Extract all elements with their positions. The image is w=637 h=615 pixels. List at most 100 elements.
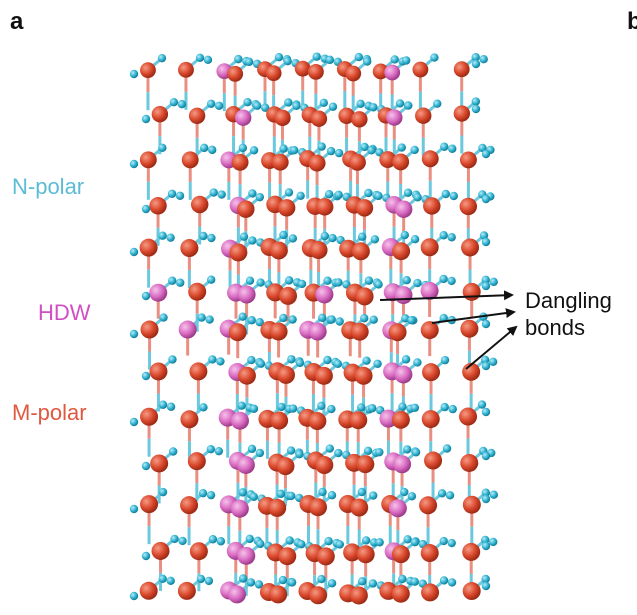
metal-atom — [459, 407, 478, 426]
metal-atom — [453, 61, 470, 78]
nitrogen-atom — [479, 231, 489, 240]
nitrogen-atom — [439, 576, 449, 585]
nitrogen-atom — [196, 574, 206, 584]
nitrogen-atom — [295, 358, 305, 368]
metal-atom — [415, 107, 432, 124]
metal-atom — [276, 457, 295, 476]
nitrogen-atom — [295, 449, 304, 459]
metal-atom — [314, 366, 333, 385]
metal-atom — [228, 323, 247, 342]
metal-atom — [229, 243, 248, 262]
nitrogen-atom — [203, 55, 213, 65]
hdw-metal-atom — [394, 286, 413, 305]
metal-atom — [177, 581, 196, 600]
metal-atom — [462, 582, 481, 601]
nitrogen-atom — [216, 357, 225, 366]
metal-atom — [420, 321, 439, 340]
nitrogen-atom — [198, 488, 208, 498]
metal-atom — [309, 241, 328, 260]
atom-layer — [129, 52, 499, 605]
nitrogen-atom — [481, 574, 490, 584]
nitrogen-atom — [439, 536, 448, 546]
nitrogen-atom — [129, 159, 139, 169]
nitrogen-atom — [369, 491, 378, 500]
nitrogen-atom — [238, 143, 248, 153]
nitrogen-atom — [397, 143, 406, 152]
nitrogen-atom — [327, 404, 336, 414]
nitrogen-atom — [488, 357, 498, 366]
nitrogen-atom — [317, 574, 326, 584]
metal-atom — [278, 547, 297, 566]
nitrogen-atom — [448, 404, 457, 414]
hdw-metal-atom — [235, 109, 252, 126]
nitrogen-atom — [489, 490, 499, 499]
nitrogen-atom — [325, 55, 335, 65]
nitrogen-atom — [158, 400, 168, 409]
nitrogen-atom — [245, 534, 254, 544]
metal-atom — [227, 65, 244, 82]
metal-atom — [379, 151, 397, 169]
nitrogen-atom — [206, 444, 216, 454]
panel-label-b: b — [627, 8, 637, 35]
dangling-arrow-3 — [465, 325, 518, 370]
nitrogen-atom — [367, 146, 376, 155]
nitrogen-atom — [249, 492, 259, 501]
dangling-arrow-2 — [431, 308, 516, 324]
nitrogen-atom — [324, 190, 334, 199]
nitrogen-atom — [481, 407, 491, 417]
metal-atom — [462, 542, 481, 561]
nitrogen-atom — [407, 316, 416, 325]
nitrogen-atom — [285, 536, 294, 545]
nitrogen-atom — [206, 490, 216, 500]
nitrogen-atom — [256, 539, 265, 549]
nitrogen-atom — [357, 403, 366, 412]
metal-atom — [348, 153, 366, 171]
nitrogen-atom — [249, 146, 259, 155]
metal-atom — [180, 410, 199, 429]
nitrogen-atom — [207, 233, 216, 243]
metal-atom — [316, 547, 335, 566]
nitrogen-atom — [402, 276, 411, 285]
metal-atom — [459, 197, 478, 216]
metal-atom — [180, 239, 199, 258]
metal-atom — [151, 541, 170, 560]
nitrogen-atom — [141, 114, 151, 124]
metal-atom — [388, 323, 407, 342]
nitrogen-atom — [481, 275, 490, 285]
nitrogen-atom — [177, 100, 187, 109]
nitrogen-atom — [440, 402, 449, 412]
metal-atom — [423, 197, 441, 215]
metal-atom — [462, 495, 481, 514]
nitrogen-atom — [197, 313, 206, 322]
nitrogen-atom — [398, 402, 407, 411]
nitrogen-atom — [256, 278, 265, 287]
metal-atom — [190, 195, 209, 214]
nitrogen-atom — [374, 280, 383, 289]
nitrogen-atom — [252, 101, 262, 110]
nitrogen-atom — [480, 355, 490, 364]
nitrogen-atom — [356, 99, 365, 108]
nitrogen-atom — [141, 461, 151, 471]
hdw-label: HDW — [38, 300, 91, 325]
nitrogen-atom — [284, 188, 294, 197]
metal-atom — [274, 109, 291, 127]
nitrogen-atom — [292, 101, 301, 111]
metal-atom — [139, 151, 157, 169]
nitrogen-atom — [323, 355, 332, 365]
nitrogen-atom — [158, 143, 167, 153]
metal-atom — [269, 585, 288, 604]
nitrogen-atom — [445, 491, 455, 500]
nitrogen-atom — [374, 191, 383, 201]
metal-atom — [460, 319, 479, 338]
nitrogen-atom — [363, 446, 373, 456]
nitrogen-atom — [169, 98, 179, 107]
nitrogen-atom — [447, 276, 456, 286]
hdw-metal-atom — [178, 320, 197, 339]
nitrogen-atom — [158, 574, 167, 583]
nitrogen-atom — [287, 355, 296, 364]
metal-atom — [421, 410, 440, 429]
hdw-metal-atom — [394, 200, 413, 218]
nitrogen-atom — [320, 231, 330, 241]
nitrogen-atom — [290, 145, 299, 155]
nitrogen-atom — [245, 276, 255, 285]
